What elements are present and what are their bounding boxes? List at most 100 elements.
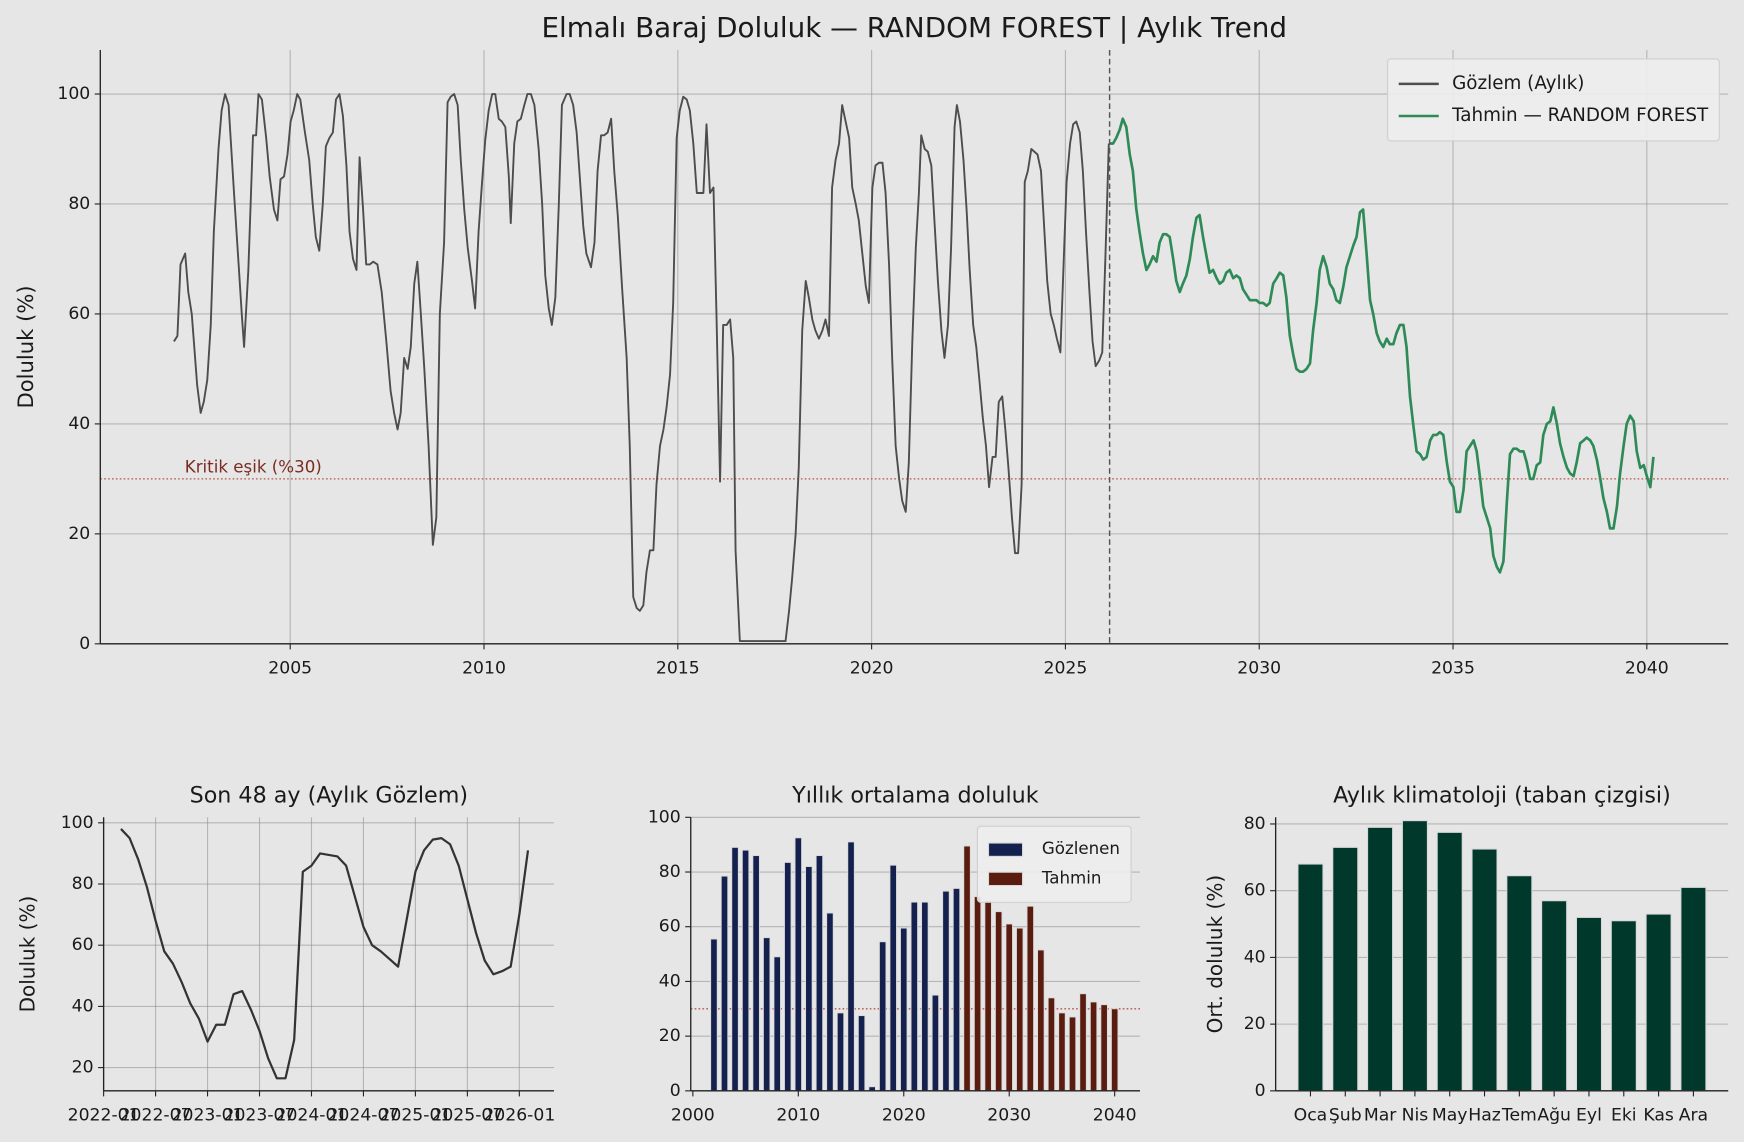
chart-title: Yıllık ortalama doluluk <box>791 783 1039 809</box>
y-tick-label: 40 <box>659 971 681 991</box>
x-tick-label: Oca <box>1294 1105 1328 1125</box>
bar <box>900 927 908 1092</box>
legend-label: Gözlenen <box>1042 839 1120 858</box>
chart-title: Elmalı Baraj Doluluk — RANDOM FOREST | A… <box>541 11 1287 44</box>
y-tick-label: 0 <box>670 1081 681 1101</box>
x-tick-label: 2035 <box>1431 658 1475 678</box>
legend: Gözlenen Tahmin <box>976 825 1132 903</box>
bar <box>710 938 718 1092</box>
x-tick-label: Tem <box>1501 1105 1537 1125</box>
bar <box>1645 913 1672 1092</box>
x-tick-label: Eki <box>1611 1105 1637 1125</box>
bar <box>1016 927 1024 1092</box>
y-tick-label: 60 <box>72 935 94 955</box>
x-tick-label: 2025-01 <box>379 1105 451 1125</box>
bar <box>1575 916 1603 1092</box>
x-tick-label: 2024-01 <box>276 1105 348 1125</box>
x-tick-label: 2025 <box>1044 658 1088 678</box>
bar <box>1332 846 1359 1092</box>
bar <box>1506 875 1533 1092</box>
bar <box>1068 1016 1077 1092</box>
bar <box>963 845 971 1092</box>
legend-box <box>1387 58 1720 142</box>
bar <box>773 956 781 1092</box>
legend-swatch <box>987 871 1024 887</box>
legend-label: Gözlem (Aylık) <box>1452 73 1584 94</box>
x-tick-label: Haz <box>1468 1105 1501 1125</box>
data-line <box>1109 117 1655 574</box>
bar <box>878 941 887 1092</box>
threshold-annotation: Kritik eşik (%30) <box>185 457 322 476</box>
y-tick-label: 40 <box>68 414 90 434</box>
bar <box>762 937 771 1092</box>
x-tick-label: 2023-07 <box>224 1105 296 1125</box>
bar <box>931 994 940 1092</box>
x-tick-label: 2010 <box>776 1105 820 1125</box>
y-tick-label: 80 <box>659 862 681 882</box>
x-tick-label: 2020 <box>882 1105 926 1125</box>
bar <box>1680 886 1707 1092</box>
bar <box>1100 1004 1108 1092</box>
bar <box>910 901 919 1092</box>
x-tick-label: 2022-01 <box>68 1105 140 1125</box>
x-tick-label: Ağu <box>1537 1105 1571 1125</box>
y-tick-label: 0 <box>79 634 90 654</box>
x-tick-label: 2010 <box>462 658 506 678</box>
bar <box>1089 1001 1098 1092</box>
bar <box>752 855 760 1092</box>
bar <box>1610 920 1637 1092</box>
x-tick-label: Nis <box>1402 1105 1429 1125</box>
bar <box>952 887 961 1092</box>
bar <box>826 912 834 1092</box>
legend-swatch <box>987 842 1024 857</box>
y-tick-label: 40 <box>72 996 94 1016</box>
x-tick-label: Kas <box>1643 1105 1674 1125</box>
y-tick-label: 40 <box>1244 947 1266 967</box>
x-tick-label: 2020 <box>850 658 894 678</box>
bar <box>815 855 824 1092</box>
bar <box>1110 1008 1119 1092</box>
y-axis-label: Doluluk (%) <box>13 285 38 408</box>
bar <box>984 900 992 1092</box>
bar <box>973 896 982 1092</box>
x-tick-label: 2026-01 <box>483 1105 555 1125</box>
bar <box>1037 949 1045 1092</box>
y-tick-label: 20 <box>68 524 90 544</box>
chart-title: Son 48 ay (Aylık Gözlem) <box>190 783 468 809</box>
bar <box>1005 923 1013 1092</box>
x-tick-label: 2000 <box>671 1105 715 1125</box>
x-tick-label: 2040 <box>1625 658 1669 678</box>
y-axis-label: Doluluk (%) <box>16 896 40 1013</box>
y-tick-label: 80 <box>68 194 90 214</box>
y-tick-label: 0 <box>1255 1081 1266 1101</box>
x-tick-label: 2015 <box>656 658 700 678</box>
x-tick-label: Şub <box>1329 1105 1362 1125</box>
bar <box>784 861 792 1092</box>
bar <box>741 849 750 1092</box>
bar <box>1079 993 1087 1092</box>
x-tick-label: 2025-07 <box>431 1105 503 1125</box>
x-tick-label: 2024-07 <box>327 1105 399 1125</box>
x-tick-label: 2022-07 <box>120 1105 192 1125</box>
x-tick-label: 2023-01 <box>172 1105 244 1125</box>
legend: Gözlem (Aylık) Tahmin — RANDOM FOREST <box>1387 58 1720 142</box>
y-tick-label: 80 <box>1244 814 1266 834</box>
y-tick-label: 20 <box>72 1058 94 1078</box>
x-tick-label: 2040 <box>1093 1105 1137 1125</box>
bar <box>794 837 803 1092</box>
bar <box>805 866 813 1092</box>
y-tick-label: 100 <box>648 807 681 827</box>
bar <box>720 875 729 1092</box>
x-tick-label: 2030 <box>987 1105 1031 1125</box>
y-tick-label: 60 <box>659 917 681 937</box>
y-axis-label: Ort. doluluk (%) <box>1203 875 1227 1033</box>
x-tick-label: Mar <box>1364 1105 1397 1125</box>
y-tick-label: 20 <box>1244 1014 1266 1034</box>
y-tick-label: 20 <box>659 1026 681 1046</box>
bar <box>1436 831 1463 1092</box>
y-tick-label: 100 <box>57 84 90 104</box>
bar <box>1297 863 1324 1092</box>
